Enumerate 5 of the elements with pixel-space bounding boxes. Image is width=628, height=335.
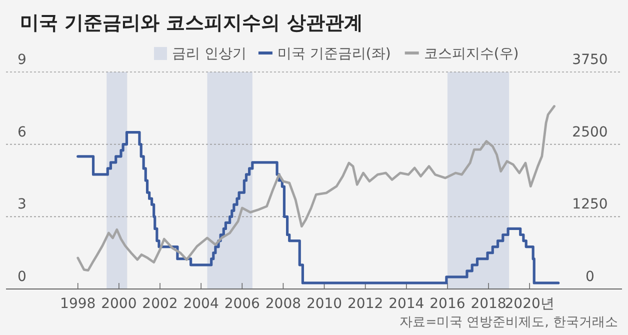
legend-label: 코스피지수(우) (424, 46, 519, 62)
legend-label: 미국 기준금리(좌) (277, 46, 391, 62)
annotation: 자료=미국 연방준비제도, 한국거래소 (400, 315, 618, 330)
title: 미국 기준금리와 코스피지수의 상관관계 (20, 12, 363, 34)
legend-label: 금리 인상기 (172, 46, 246, 62)
